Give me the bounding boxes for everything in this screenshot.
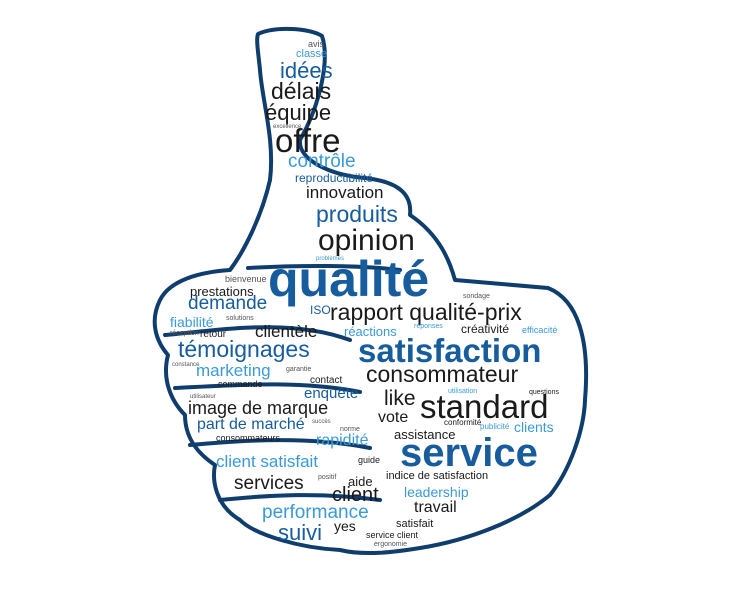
- word-travail: travail: [414, 499, 457, 516]
- word-sondage: sondage: [463, 293, 490, 300]
- word-performance: performance: [262, 502, 369, 523]
- word-prestations: prestations: [190, 284, 254, 299]
- word-rapport: rapport qualité-prix: [330, 299, 522, 325]
- word-reproductibilite: reproductibilité: [295, 171, 374, 185]
- word-qualite: qualité: [268, 251, 430, 307]
- word-contact: contact: [310, 375, 343, 386]
- word-aide: aide: [348, 474, 373, 489]
- word-clientele: clientèle: [255, 322, 318, 341]
- word-image-marque: image de marque: [188, 398, 329, 418]
- word-part-marche: part de marché: [197, 416, 305, 433]
- word-equipe: équipe: [265, 100, 332, 125]
- word-opinion: opinion: [318, 224, 415, 257]
- word-enquete: enquête: [304, 385, 359, 402]
- word-reponses: réponses: [414, 323, 443, 330]
- word-bienvenue: bienvenue: [225, 274, 267, 284]
- word-assistance: assistance: [394, 427, 456, 442]
- word-reception: réception: [170, 330, 199, 337]
- word-utilisateur: utilisateur: [190, 394, 216, 400]
- word-innovation: innovation: [306, 183, 384, 202]
- word-services: services: [234, 473, 304, 494]
- word-service-client: service client: [366, 530, 419, 540]
- word-excellence: excellence: [273, 124, 302, 130]
- word-controle: contrôle: [288, 151, 356, 172]
- word-utilisation: utilisation: [448, 388, 478, 395]
- word-ergonomie: ergonomie: [374, 541, 408, 548]
- word-positif: positif: [318, 474, 337, 481]
- word-client: client: [332, 484, 379, 506]
- finger-line-4: [218, 493, 382, 502]
- word-fiabilite: fiabilité: [170, 314, 214, 330]
- word-publicite: publicité: [480, 422, 510, 431]
- word-avis: avis: [308, 39, 325, 49]
- word-yes: yes: [334, 518, 356, 534]
- word-like: like: [384, 387, 416, 410]
- word-demande: demande: [188, 293, 268, 314]
- word-idees: idées: [280, 58, 333, 83]
- word-iso: ISO: [310, 303, 331, 317]
- word-commande: commande: [218, 379, 263, 389]
- word-retour: retour: [200, 329, 227, 340]
- word-clients: clients: [514, 419, 554, 435]
- finger-line-1: [163, 325, 352, 342]
- word-indice: indice de satisfaction: [386, 470, 489, 482]
- word-delais: délais: [271, 78, 332, 104]
- word-solutions: solutions: [226, 315, 254, 322]
- word-suivi: suivi: [278, 520, 323, 545]
- word-reactions: réactions: [344, 324, 397, 339]
- finger-line-2: [173, 382, 362, 394]
- word-efficacite: efficacité: [522, 325, 558, 335]
- finger-line-3: [188, 438, 372, 450]
- word-leadership: leadership: [404, 484, 469, 500]
- hand-silhouette: [152, 26, 589, 556]
- word-conformite: conformité: [444, 418, 482, 427]
- word-rapidite: rapidité: [316, 432, 369, 449]
- word-vote: vote: [378, 409, 409, 426]
- word-creativite: créativité: [461, 322, 510, 336]
- word-client-satisfait: client satisfait: [216, 452, 319, 471]
- word-satisfaction: satisfaction: [358, 332, 542, 369]
- word-marketing: marketing: [196, 361, 271, 380]
- word-temoignages: témoignages: [178, 336, 310, 362]
- word-classe: classe: [296, 48, 328, 60]
- word-succes: succès: [312, 419, 331, 425]
- word-satisfait: satisfait: [396, 518, 434, 530]
- word-service: service: [400, 431, 538, 475]
- word-produits: produits: [316, 201, 398, 227]
- word-consommateurs: consommateurs: [216, 433, 281, 443]
- word-questions: questions: [529, 389, 559, 396]
- word-problemes: problèmes: [316, 256, 345, 262]
- word-consommateur: consommateur: [366, 361, 519, 387]
- word-guide: guide: [358, 455, 381, 465]
- thumb-crease: [246, 263, 402, 272]
- word-standard: standard: [420, 388, 549, 425]
- word-offre: offre: [275, 122, 341, 159]
- word-constance: constance: [172, 362, 200, 368]
- word-norme: norme: [340, 426, 360, 433]
- word-garantie: garantie: [286, 366, 312, 373]
